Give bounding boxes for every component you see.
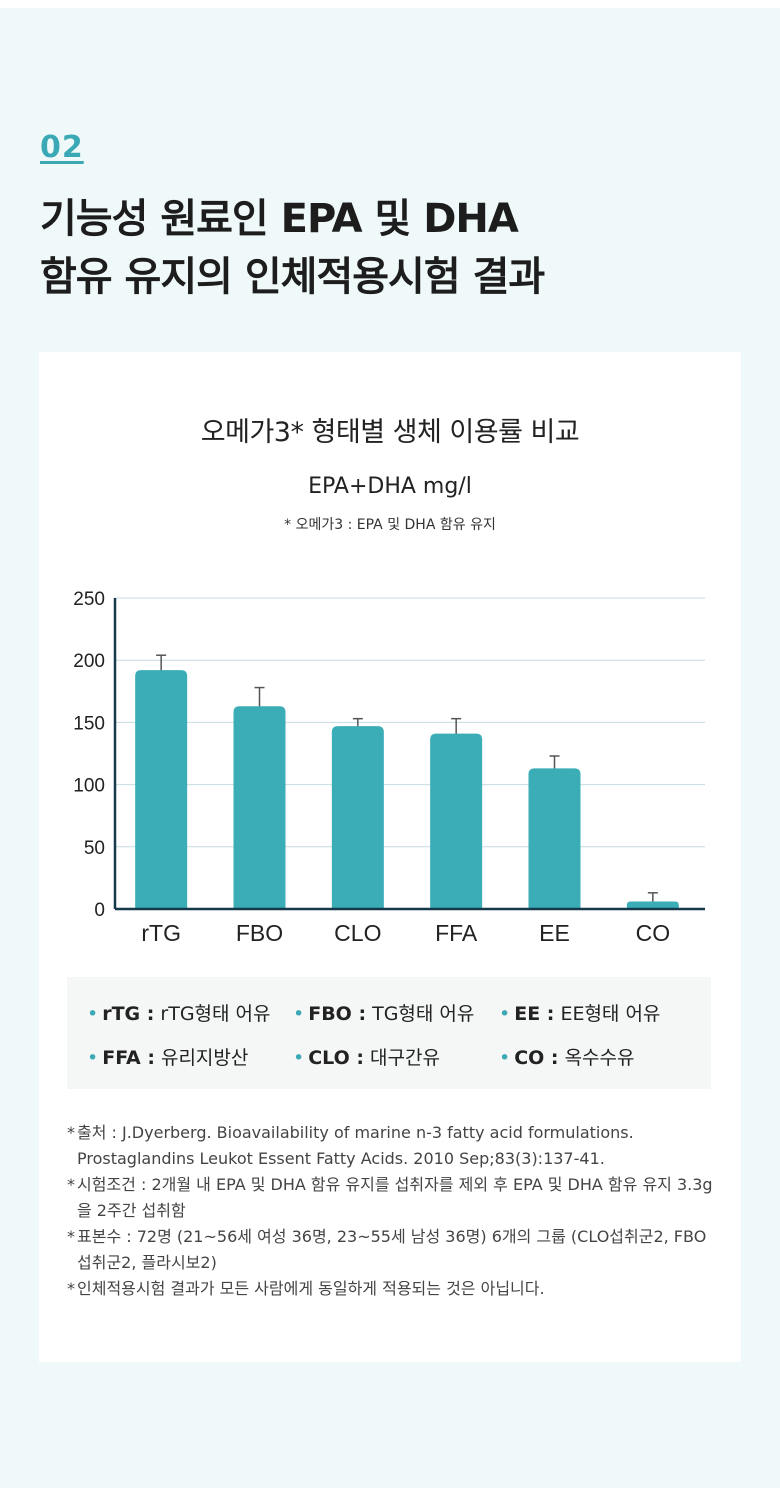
legend-desc: rTG형태 어유 [160, 1003, 271, 1025]
footnote-sample: * 표본수 : 72명 (21~56세 여성 36명, 23~55세 남성 36명… [67, 1224, 717, 1276]
legend-key: FBO : [308, 1003, 367, 1025]
chart-title: 오메가3* 형태별 생체 이용률 비교 [200, 417, 580, 448]
legend-bullet: • [293, 1003, 305, 1025]
legend-bullet: • [293, 1047, 305, 1069]
legend-key: CO : [514, 1047, 559, 1069]
legend-item-co: • CO : 옥수수유 [499, 1043, 635, 1070]
y-tick-label: 50 [84, 838, 105, 859]
x-tick-label: CLO [334, 920, 381, 946]
footnote-conditions: * 시험조건 : 2개월 내 EPA 및 DHA 함유 유지를 섭취자를 제외 후… [67, 1172, 717, 1224]
bar [135, 670, 188, 909]
legend-item-ffa: • FFA : 유리지방산 [87, 1043, 248, 1070]
page-title: 기능성 원료인 EPA 및 DHA 함유 유지의 인체적용시험 결과 [40, 190, 740, 306]
y-tick-label: 100 [73, 776, 105, 797]
chart-unit-label: EPA+DHA mg/l [308, 474, 472, 499]
legend-bullet: • [87, 1047, 99, 1069]
legend-bullet: • [87, 1003, 99, 1025]
section-number: 02 [40, 130, 84, 165]
x-tick-label: EE [539, 920, 570, 946]
legend-box: • rTG : rTG형태 어유 • FBO : TG형태 어유 • EE : EE형… [67, 977, 711, 1089]
footnote-text: 인체적용시험 결과가 모든 사람에게 동일하게 적용되는 것은 아닙니다. [77, 1279, 545, 1298]
footnote-star: * [67, 1227, 75, 1246]
legend-bullet: • [499, 1047, 511, 1069]
page-title-line-1: 기능성 원료인 EPA 및 DHA [40, 196, 519, 242]
legend-item-rtg: • rTG : rTG형태 어유 [87, 999, 271, 1026]
bar [626, 901, 679, 909]
y-tick-label: 250 [73, 589, 105, 610]
legend-key: rTG : [102, 1003, 155, 1025]
footnote-star: * [67, 1175, 75, 1194]
footnote-disclaimer: * 인체적용시험 결과가 모든 사람에게 동일하게 적용되는 것은 아닙니다. [67, 1276, 717, 1302]
legend-item-clo: • CLO : 대구간유 [293, 1043, 440, 1070]
legend-desc: 유리지방산 [160, 1047, 249, 1069]
bar [233, 706, 286, 909]
bar [430, 733, 483, 909]
legend-desc: TG형태 어유 [372, 1003, 475, 1025]
bar [528, 768, 581, 909]
legend-key: CLO : [308, 1047, 364, 1069]
legend-desc: EE형태 어유 [560, 1003, 661, 1025]
page-title-line-2: 함유 유지의 인체적용시험 결과 [40, 254, 545, 300]
legend-item-fbo: • FBO : TG형태 어유 [293, 999, 474, 1026]
legend-key: EE : [514, 1003, 555, 1025]
footnote-text: 표본수 : 72명 (21~56세 여성 36명, 23~55세 남성 36명)… [77, 1227, 707, 1272]
x-tick-label: FBO [236, 920, 283, 946]
legend-desc: 옥수수유 [564, 1047, 635, 1069]
footnote-star: * [67, 1279, 75, 1298]
legend-desc: 대구간유 [370, 1047, 440, 1069]
footnote-star: * [67, 1123, 75, 1142]
chart-footnote: * 오메가3 : EPA 및 DHA 함유 유지 [284, 517, 496, 533]
footnote-source: * 출처 : J.Dyerberg. Bioavailability of mar… [67, 1120, 717, 1172]
y-tick-label: 200 [73, 651, 105, 672]
footnotes: * 출처 : J.Dyerberg. Bioavailability of mar… [67, 1120, 717, 1302]
x-tick-label: rTG [141, 920, 181, 946]
legend-item-ee: • EE : EE형태 어유 [499, 999, 660, 1026]
y-tick-label: 150 [73, 713, 105, 734]
footnote-text: 시험조건 : 2개월 내 EPA 및 DHA 함유 유지를 섭취자를 제외 후 … [77, 1175, 713, 1220]
top-strip [0, 0, 780, 8]
x-tick-label: CO [636, 920, 671, 946]
bar [331, 726, 384, 909]
y-tick-label: 0 [94, 900, 105, 921]
x-tick-label: FFA [435, 920, 478, 946]
chart-card: 오메가3* 형태별 생체 이용률 비교 EPA+DHA mg/l * 오메가3 … [39, 352, 741, 1362]
legend-bullet: • [499, 1003, 511, 1025]
bar-chart: 0 50 100 150 200 250 rTG FBO CLO FFA EE CO [73, 589, 705, 946]
legend-key: FFA : [102, 1047, 155, 1069]
footnote-text: 출처 : J.Dyerberg. Bioavailability of mari… [77, 1123, 634, 1168]
